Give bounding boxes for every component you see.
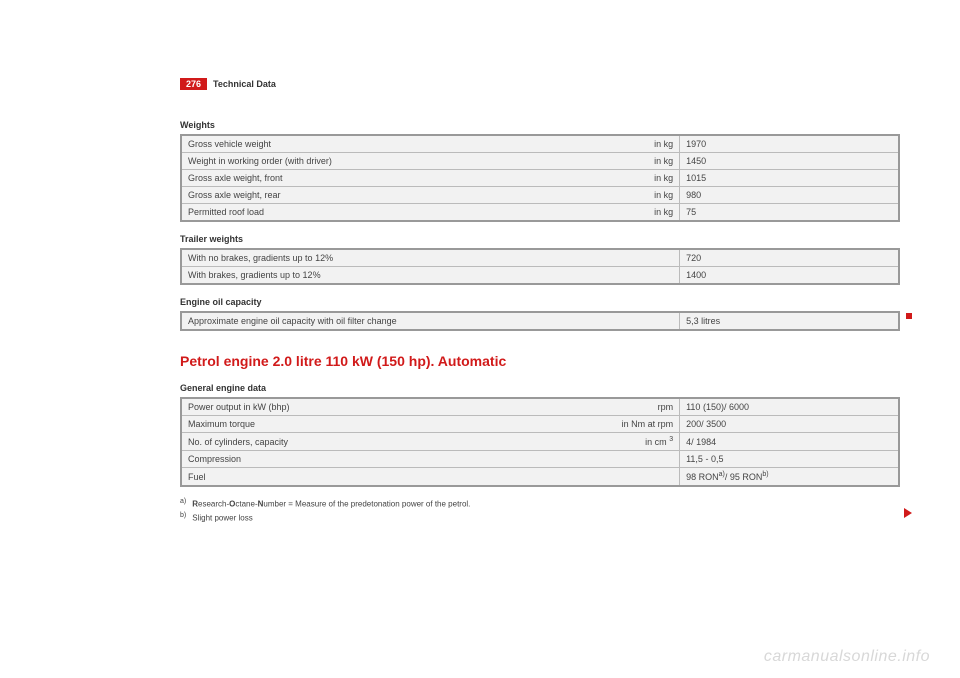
table-row: Approximate engine oil capacity with oil… [181, 312, 899, 330]
margin-red-arrow-icon [904, 508, 912, 518]
engine-table: Power output in kW (bhp)rpm110 (150)/ 60… [180, 397, 900, 487]
footnote-a: a) Research-Octane-Number = Measure of th… [180, 497, 900, 511]
cell-value: 75 [680, 204, 899, 222]
cell-label: Gross vehicle weight [181, 135, 600, 153]
cell-value: 1015 [680, 170, 899, 187]
cell-label: Gross axle weight, front [181, 170, 600, 187]
table-row: No. of cylinders, capacityin cm 34/ 1984 [181, 433, 899, 451]
cell-unit: in kg [600, 170, 680, 187]
cell-label: Maximum torque [181, 416, 600, 433]
cell-label: With brakes, gradients up to 12% [181, 267, 600, 285]
footnotes: a) Research-Octane-Number = Measure of th… [180, 497, 900, 524]
cell-unit [600, 451, 680, 468]
cell-value: 980 [680, 187, 899, 204]
table-row: Fuel 98 RONa)/ 95 RONb) [181, 468, 899, 487]
watermark: carmanualsonline.info [764, 648, 930, 666]
table-row: With brakes, gradients up to 12% 1400 [181, 267, 899, 285]
table-row: Gross vehicle weightin kg1970 [181, 135, 899, 153]
cell-label: No. of cylinders, capacity [181, 433, 600, 451]
cell-label: Approximate engine oil capacity with oil… [181, 312, 600, 330]
table-row: Gross axle weight, rearin kg980 [181, 187, 899, 204]
weights-table: Gross vehicle weightin kg1970 Weight in … [180, 134, 900, 222]
oil-title: Engine oil capacity [180, 297, 900, 307]
cell-label: Permitted roof load [181, 204, 600, 222]
footnote-text: Research-Octane-Number = Measure of the … [192, 500, 470, 509]
cell-unit: in kg [600, 153, 680, 170]
cell-unit: in Nm at rpm [600, 416, 680, 433]
cell-value: 1450 [680, 153, 899, 170]
cell-unit: in cm 3 [600, 433, 680, 451]
page-number: 276 [180, 78, 207, 90]
table-row: With no brakes, gradients up to 12% 720 [181, 249, 899, 267]
table-row: Compression 11,5 - 0,5 [181, 451, 899, 468]
cell-value: 4/ 1984 [680, 433, 899, 451]
cell-label: Compression [181, 451, 600, 468]
oil-table: Approximate engine oil capacity with oil… [180, 311, 900, 331]
weights-title: Weights [180, 120, 900, 130]
cell-label: Weight in working order (with driver) [181, 153, 600, 170]
table-row: Permitted roof loadin kg75 [181, 204, 899, 222]
cell-value: 110 (150)/ 6000 [680, 398, 899, 416]
section-label: Technical Data [213, 79, 276, 89]
engine-title: General engine data [180, 383, 900, 393]
table-row: Weight in working order (with driver)in … [181, 153, 899, 170]
cell-unit [600, 249, 680, 267]
cell-label: Power output in kW (bhp) [181, 398, 600, 416]
cell-label: Fuel [181, 468, 600, 487]
table-row: Maximum torquein Nm at rpm200/ 3500 [181, 416, 899, 433]
cell-label: Gross axle weight, rear [181, 187, 600, 204]
cell-value: 1400 [680, 267, 899, 285]
engine-heading: Petrol engine 2.0 litre 110 kW (150 hp).… [180, 353, 900, 369]
cell-value: 720 [680, 249, 899, 267]
cell-value: 200/ 3500 [680, 416, 899, 433]
cell-unit: in kg [600, 135, 680, 153]
cell-unit: in kg [600, 204, 680, 222]
cell-value: 98 RONa)/ 95 RONb) [680, 468, 899, 487]
trailer-title: Trailer weights [180, 234, 900, 244]
cell-unit [600, 267, 680, 285]
margin-red-square-icon [906, 313, 912, 319]
cell-unit: rpm [600, 398, 680, 416]
cell-unit: in kg [600, 187, 680, 204]
footnote-mark: a) [180, 498, 186, 505]
cell-value: 1970 [680, 135, 899, 153]
content: Weights Gross vehicle weightin kg1970 We… [180, 120, 900, 524]
cell-unit [600, 312, 680, 330]
footnote-text: Slight power loss [192, 513, 252, 522]
page-header: 276 Technical Data [180, 78, 276, 90]
cell-value: 11,5 - 0,5 [680, 451, 899, 468]
trailer-table: With no brakes, gradients up to 12% 720 W… [180, 248, 900, 285]
footnote-mark: b) [180, 512, 186, 519]
footnote-b: b) Slight power loss [180, 511, 900, 525]
cell-value: 5,3 litres [680, 312, 899, 330]
page: 276 Technical Data Weights Gross vehicle… [0, 0, 960, 524]
table-row: Power output in kW (bhp)rpm110 (150)/ 60… [181, 398, 899, 416]
table-row: Gross axle weight, frontin kg1015 [181, 170, 899, 187]
cell-unit [600, 468, 680, 487]
cell-label: With no brakes, gradients up to 12% [181, 249, 600, 267]
